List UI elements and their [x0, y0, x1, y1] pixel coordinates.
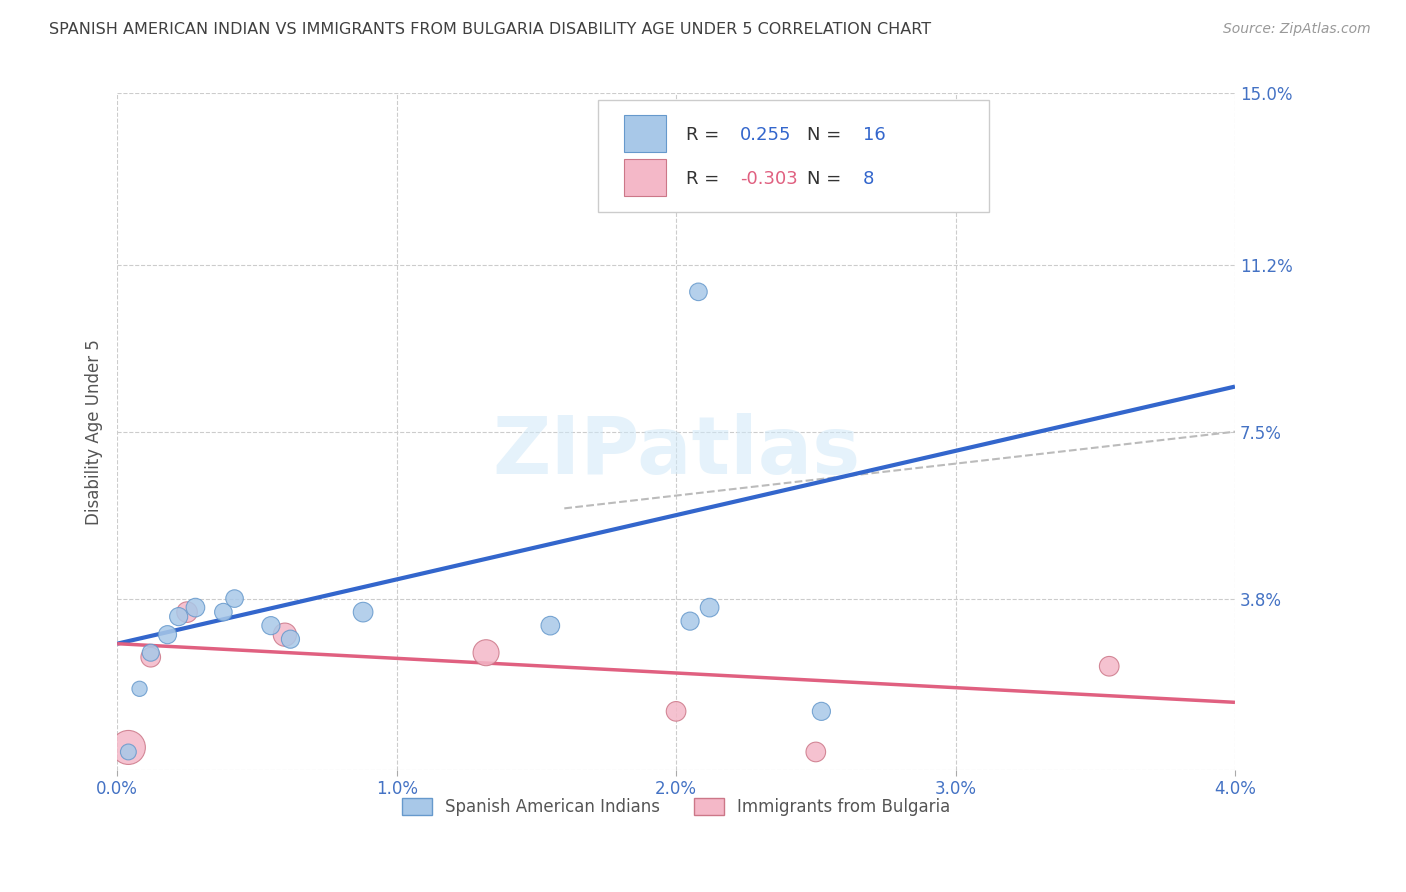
Point [665, 704, 688, 718]
Point [260, 618, 283, 632]
Point [699, 600, 721, 615]
Point [804, 745, 827, 759]
Text: N =: N = [807, 170, 846, 188]
Text: 16: 16 [863, 127, 886, 145]
Point [176, 605, 198, 619]
Point [475, 646, 498, 660]
Point [139, 650, 162, 665]
Text: SPANISH AMERICAN INDIAN VS IMMIGRANTS FROM BULGARIA DISABILITY AGE UNDER 5 CORRE: SPANISH AMERICAN INDIAN VS IMMIGRANTS FR… [49, 22, 931, 37]
Point [1098, 659, 1121, 673]
Text: 0.255: 0.255 [740, 127, 792, 145]
Point [139, 646, 162, 660]
Text: R =: R = [686, 170, 725, 188]
Text: R =: R = [686, 127, 725, 145]
Text: -0.303: -0.303 [740, 170, 797, 188]
Point [688, 285, 710, 299]
Point [280, 632, 302, 647]
Point [117, 745, 139, 759]
Text: 8: 8 [863, 170, 875, 188]
Text: N =: N = [807, 127, 846, 145]
Point [128, 681, 150, 696]
Point [224, 591, 246, 606]
FancyBboxPatch shape [623, 115, 666, 153]
Point [352, 605, 374, 619]
Point [212, 605, 235, 619]
Point [167, 609, 190, 624]
Point [810, 704, 832, 718]
Point [679, 614, 702, 628]
Point [184, 600, 207, 615]
Legend: Spanish American Indians, Immigrants from Bulgaria: Spanish American Indians, Immigrants fro… [395, 791, 957, 822]
Text: ZIPatlas: ZIPatlas [492, 413, 860, 491]
FancyBboxPatch shape [623, 159, 666, 196]
Point [274, 628, 297, 642]
Point [538, 618, 561, 632]
FancyBboxPatch shape [598, 100, 988, 211]
Y-axis label: Disability Age Under 5: Disability Age Under 5 [86, 339, 103, 524]
Text: Source: ZipAtlas.com: Source: ZipAtlas.com [1223, 22, 1371, 37]
Point [117, 740, 139, 755]
Point [156, 628, 179, 642]
